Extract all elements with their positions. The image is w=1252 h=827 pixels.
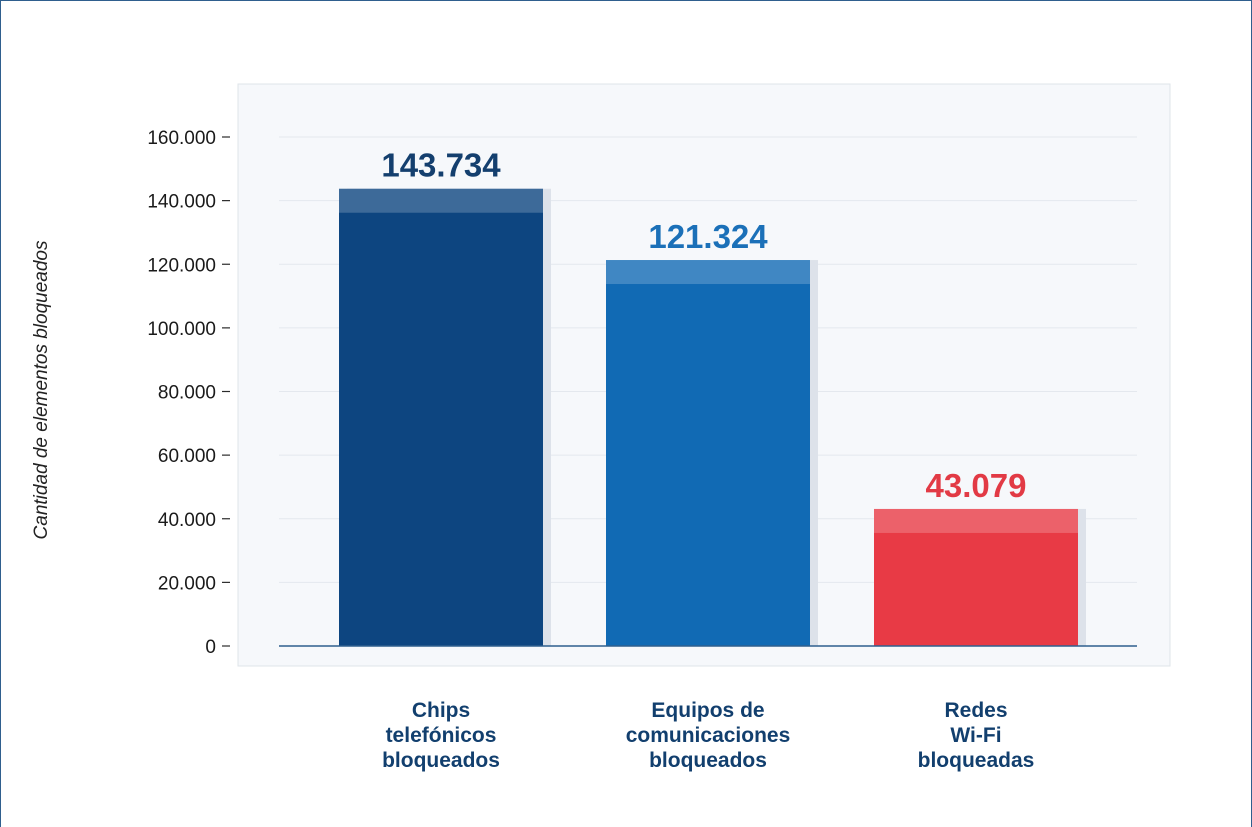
- y-tick-label: 100.000: [147, 319, 216, 340]
- category-label: Redes: [944, 699, 1007, 722]
- y-tick-label: 140.000: [147, 192, 216, 213]
- y-tick-label: 120.000: [147, 255, 216, 276]
- bar-highlight: [339, 188, 543, 213]
- labels: 0 20.000 40.000 60.000 80.000 100.000 120.000 1…: [147, 128, 1034, 772]
- bar-value-label: 143.734: [381, 147, 501, 184]
- y-tick-label: 0: [205, 637, 216, 658]
- y-tick-label: 20.000: [158, 573, 216, 594]
- category-label: Equipos de: [651, 699, 764, 722]
- category-label: telefónicos: [386, 724, 497, 747]
- bar: [339, 188, 543, 646]
- y-tick-label: 160.000: [147, 128, 216, 149]
- category-label: comunicaciones: [626, 724, 791, 747]
- bar-highlight: [606, 260, 810, 285]
- y-tick-label: 60.000: [158, 446, 216, 467]
- axes: [222, 136, 1137, 647]
- category-label: bloqueados: [382, 749, 500, 772]
- bar-highlight: [874, 508, 1078, 533]
- y-tick-label: 80.000: [158, 383, 216, 404]
- bar-value-label: 121.324: [648, 218, 768, 255]
- category-label: bloqueados: [649, 749, 767, 772]
- bar-value-label: 43.079: [926, 467, 1027, 504]
- bar: [606, 260, 810, 646]
- bars: [339, 188, 1086, 646]
- y-axis-label: Cantidad de elementos bloqueados: [31, 240, 52, 539]
- bar: [874, 508, 1078, 646]
- y-tick-label: 40.000: [158, 510, 216, 531]
- category-label: bloqueadas: [918, 749, 1035, 772]
- category-label: Wi-Fi: [950, 724, 1001, 747]
- category-label: Chips: [412, 699, 470, 722]
